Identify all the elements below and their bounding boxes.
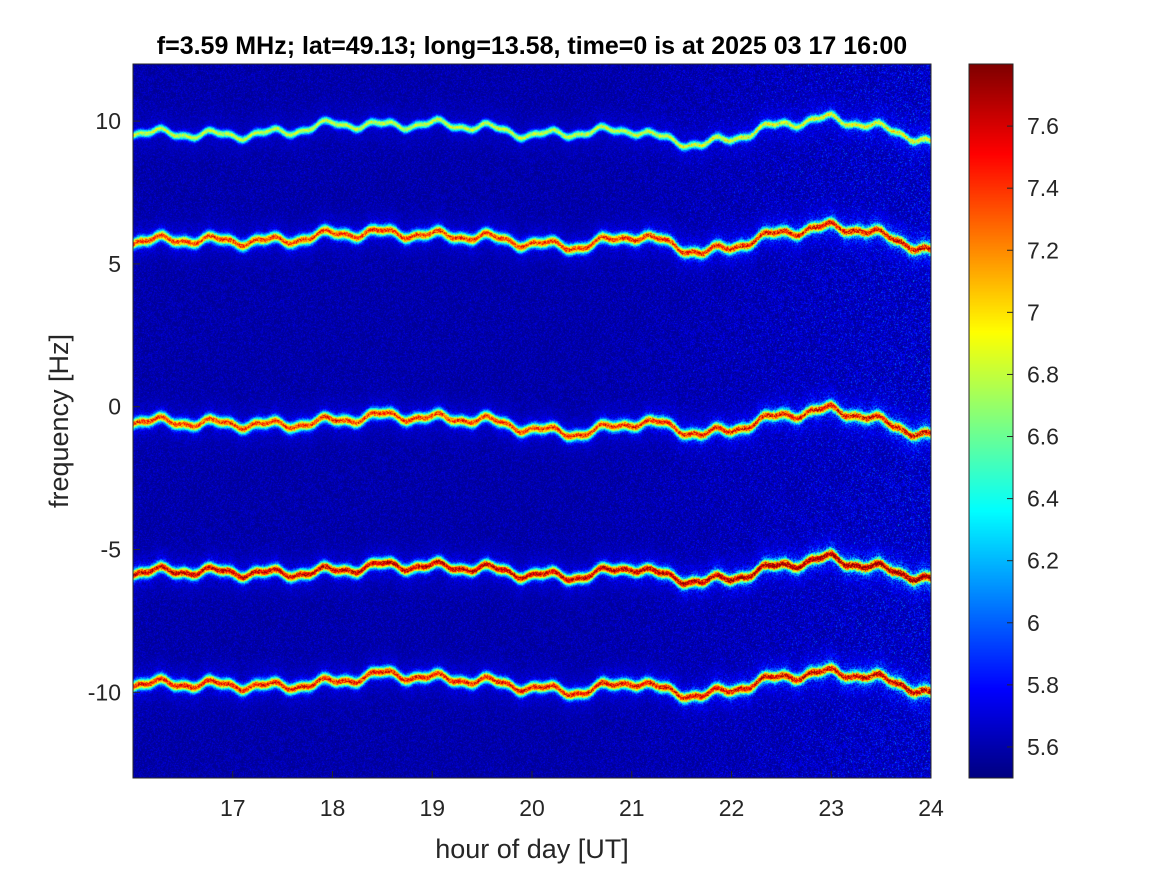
- x-tick-label: 20: [519, 795, 545, 821]
- colorbar-ticks: 5.6 5.8 6 6.2 6.4 6.6 6.8 7 7.2 7.4 7.6: [1007, 113, 1059, 760]
- colorbar-tick-label: 6.8: [1027, 361, 1059, 387]
- heatmap-layer: [133, 64, 931, 778]
- x-tick-label: 22: [719, 795, 745, 821]
- x-axis-label: hour of day [UT]: [435, 834, 629, 864]
- colorbar-tick-label: 7.4: [1027, 175, 1059, 201]
- colorbar-tick-label: 6.6: [1027, 424, 1059, 450]
- colorbar-canvas: [969, 64, 1013, 778]
- plot-area: [132, 63, 932, 779]
- y-tick-label: -10: [88, 679, 121, 705]
- y-tick-label: -5: [101, 537, 121, 563]
- y-tick-label: 0: [108, 394, 121, 420]
- colorbar-tick-label: 6.4: [1027, 486, 1059, 512]
- colorbar-layer: [969, 64, 1013, 778]
- x-axis: 17 18 19 20 21 22 23 24: [220, 771, 944, 821]
- colorbar: 5.6 5.8 6 6.2 6.4 6.6 6.8 7 7.2 7.4 7.6: [968, 63, 1059, 779]
- x-tick-label: 24: [918, 795, 944, 821]
- colorbar-frame: [968, 63, 1014, 779]
- x-tick-label: 18: [320, 795, 346, 821]
- colorbar-tick-label: 6: [1027, 610, 1040, 636]
- x-tick-label: 21: [619, 795, 645, 821]
- x-tick-label: 23: [818, 795, 844, 821]
- chart-title: f=3.59 MHz; lat=49.13; long=13.58, time=…: [157, 32, 907, 60]
- y-axis: 10 5 0 -5 -10: [88, 108, 140, 705]
- x-tick-label: 17: [220, 795, 246, 821]
- x-tick-label: 19: [419, 795, 445, 821]
- colorbar-tick-label: 6.2: [1027, 548, 1059, 574]
- colorbar-tick-label: 7: [1027, 299, 1040, 325]
- y-tick-label: 5: [108, 251, 121, 277]
- y-axis-label: frequency [Hz]: [44, 334, 74, 508]
- heatmap-canvas: [133, 64, 931, 778]
- y-tick-label: 10: [95, 108, 121, 134]
- colorbar-tick-label: 7.6: [1027, 113, 1059, 139]
- colorbar-tick-label: 5.8: [1027, 672, 1059, 698]
- colorbar-tick-label: 5.6: [1027, 734, 1059, 760]
- colorbar-tick-label: 7.2: [1027, 237, 1059, 263]
